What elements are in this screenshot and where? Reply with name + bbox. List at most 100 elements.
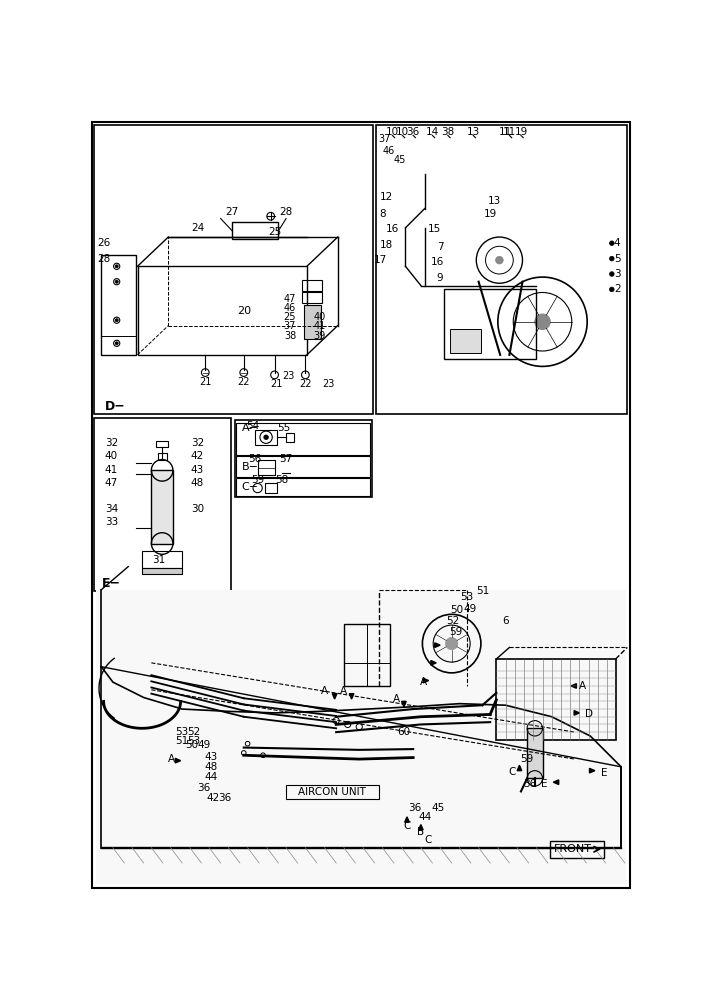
Bar [286, 433, 294, 442]
Text: 9: 9 [436, 273, 444, 283]
Text: 49: 49 [463, 604, 477, 614]
Text: 47: 47 [284, 294, 296, 304]
Circle shape [496, 256, 503, 264]
Text: 16: 16 [431, 257, 444, 267]
Text: 42: 42 [191, 451, 204, 461]
Bar [234, 420, 372, 497]
Text: 38: 38 [284, 331, 296, 341]
Text: 49: 49 [197, 740, 210, 750]
Text: 14: 14 [426, 127, 439, 137]
Text: 48: 48 [191, 478, 204, 488]
Text: 42: 42 [206, 793, 220, 803]
Text: A: A [579, 681, 586, 691]
Polygon shape [434, 643, 440, 647]
Bar [137, 266, 307, 355]
Text: 10: 10 [396, 127, 409, 137]
Text: B: B [417, 827, 425, 837]
Text: 12: 12 [379, 192, 393, 202]
Text: 40: 40 [313, 312, 325, 322]
Circle shape [115, 342, 118, 345]
Polygon shape [517, 765, 522, 771]
Text: 40: 40 [105, 451, 118, 461]
Bar [551, 841, 604, 858]
Text: 22: 22 [237, 377, 250, 387]
Text: 60: 60 [397, 727, 410, 737]
Bar [450, 329, 481, 353]
Text: 45: 45 [431, 803, 444, 813]
Text: 53: 53 [187, 736, 201, 746]
Text: D−: D− [105, 400, 126, 413]
Text: B−: B− [241, 462, 258, 472]
Text: 19: 19 [484, 209, 497, 219]
Text: A: A [321, 686, 328, 696]
Text: 59: 59 [449, 627, 462, 637]
Text: 43: 43 [191, 465, 204, 475]
Bar [142, 551, 182, 568]
Circle shape [610, 241, 614, 246]
Bar [232, 222, 278, 239]
Text: 34: 34 [105, 504, 118, 514]
Bar [304, 305, 321, 339]
Bar [94, 125, 373, 414]
Polygon shape [332, 694, 337, 699]
Polygon shape [423, 678, 429, 683]
Text: 46: 46 [382, 146, 395, 156]
Text: 26: 26 [97, 238, 111, 248]
Text: 28: 28 [279, 207, 293, 217]
Text: 41: 41 [105, 465, 118, 475]
Text: 53: 53 [175, 727, 189, 737]
Circle shape [535, 314, 551, 329]
Text: 50: 50 [450, 605, 463, 615]
Text: 59: 59 [251, 475, 264, 485]
Text: 52: 52 [187, 727, 201, 737]
Text: 23: 23 [322, 379, 334, 389]
Text: 5: 5 [614, 254, 620, 264]
Text: 31: 31 [153, 555, 165, 565]
Text: 20: 20 [237, 306, 251, 316]
Text: 6: 6 [502, 615, 509, 626]
Circle shape [610, 287, 614, 292]
Polygon shape [405, 817, 409, 822]
Bar [151, 470, 173, 544]
Text: 56: 56 [249, 454, 262, 464]
Circle shape [610, 256, 614, 261]
Text: 52: 52 [446, 615, 460, 626]
Text: 33: 33 [105, 517, 118, 527]
Polygon shape [589, 768, 595, 773]
Bar [344, 624, 390, 686]
Text: 45: 45 [394, 155, 406, 165]
Text: 47: 47 [105, 478, 118, 488]
Text: 36: 36 [197, 783, 210, 793]
Text: 24: 24 [191, 223, 204, 233]
Text: A−: A− [241, 423, 258, 433]
Polygon shape [431, 661, 436, 665]
Text: 51: 51 [175, 736, 189, 746]
Text: 19: 19 [515, 127, 527, 137]
Bar [496, 659, 616, 740]
Text: A: A [340, 686, 347, 696]
Text: 36: 36 [406, 127, 420, 137]
Text: 41: 41 [313, 321, 325, 331]
Text: 48: 48 [205, 762, 218, 772]
Text: 8: 8 [379, 209, 386, 219]
Text: 59: 59 [520, 754, 534, 764]
Polygon shape [553, 780, 559, 785]
Text: 7: 7 [436, 242, 444, 252]
Text: A: A [168, 754, 175, 764]
Text: E−: E− [102, 577, 121, 590]
Bar [156, 441, 168, 447]
Bar [101, 255, 136, 355]
Text: 28: 28 [97, 254, 111, 264]
Text: 55: 55 [277, 423, 291, 433]
Text: 32: 32 [105, 438, 118, 448]
Polygon shape [175, 758, 181, 763]
Circle shape [115, 265, 118, 268]
Text: C: C [425, 835, 432, 845]
Text: AIRCON UNIT: AIRCON UNIT [298, 787, 366, 797]
Polygon shape [349, 694, 354, 699]
Circle shape [115, 280, 118, 283]
Text: 50: 50 [185, 740, 198, 750]
Text: A: A [420, 677, 427, 687]
Text: 21: 21 [270, 379, 282, 389]
Text: 25: 25 [268, 227, 281, 237]
